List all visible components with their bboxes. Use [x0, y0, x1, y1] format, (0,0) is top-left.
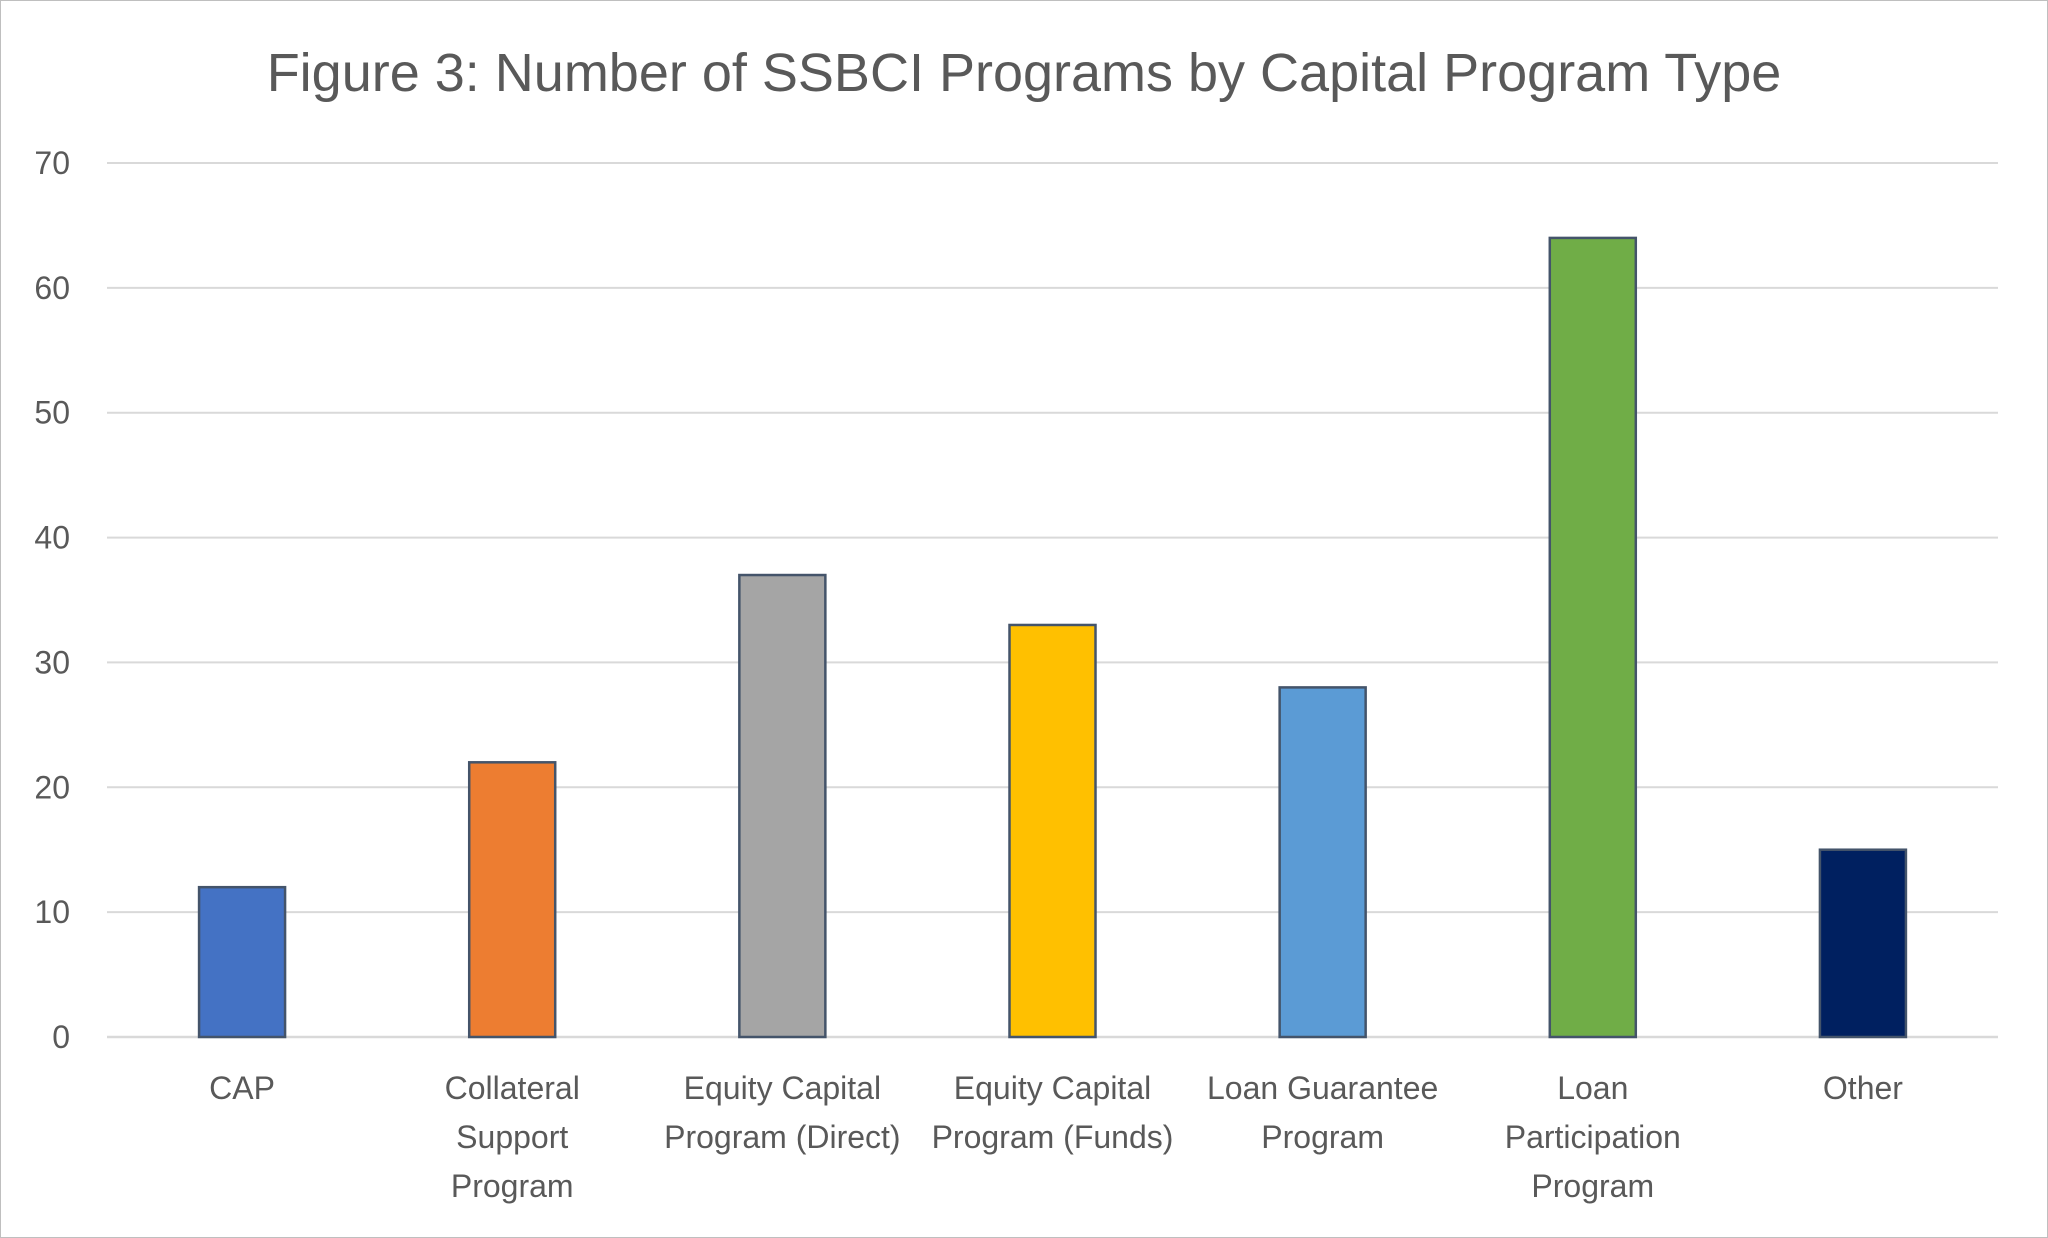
chart-title: Figure 3: Number of SSBCI Programs by Ca… — [266, 43, 1782, 103]
x-axis-labels: CAP Collateral Support Program Equity Capita… — [209, 1070, 1903, 1204]
bar — [1818, 848, 1908, 1039]
x-category-label: Collateral Support Program — [445, 1070, 580, 1204]
y-tick-label: 70 — [34, 145, 70, 181]
x-category-label: CAP — [209, 1070, 275, 1106]
y-tick-label: 60 — [34, 270, 70, 306]
x-category-label: Loan Participation Program — [1505, 1070, 1681, 1204]
bar — [738, 573, 827, 1039]
y-tick-label: 10 — [34, 894, 70, 930]
bar — [1008, 623, 1097, 1039]
x-category-label: Equity Capital Program (Funds) — [932, 1070, 1174, 1155]
y-tick-label: 50 — [34, 395, 70, 431]
x-category-label: Equity Capital Program (Direct) — [664, 1070, 900, 1155]
bars — [197, 236, 1908, 1039]
y-tick-label: 40 — [34, 520, 70, 556]
bar — [1278, 686, 1367, 1039]
bar — [1548, 236, 1638, 1039]
x-category-label: Loan Guarantee Program — [1207, 1070, 1438, 1155]
y-tick-label: 0 — [52, 1019, 70, 1055]
x-category-label: Other — [1823, 1070, 1903, 1106]
y-tick-label: 30 — [34, 644, 70, 680]
y-axis-ticks: 0 10 20 30 40 50 60 70 — [34, 145, 70, 1055]
y-tick-label: 20 — [34, 769, 70, 805]
bar — [467, 761, 557, 1039]
bar — [197, 885, 287, 1039]
